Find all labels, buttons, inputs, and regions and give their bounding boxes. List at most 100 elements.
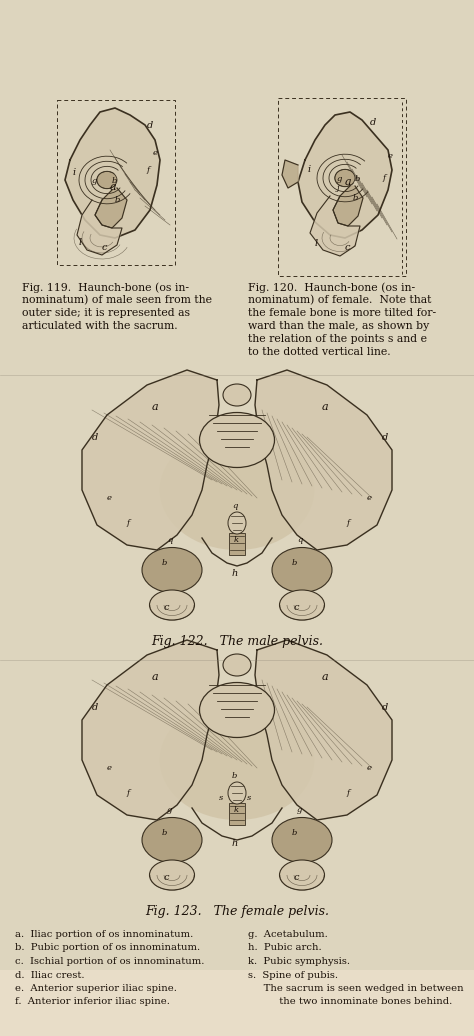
Text: f: f [127, 519, 130, 527]
Text: c: c [164, 873, 170, 882]
Ellipse shape [97, 172, 117, 189]
Text: d: d [370, 118, 376, 127]
Text: Fig. 119.  Haunch-bone (os in-: Fig. 119. Haunch-bone (os in- [22, 282, 189, 292]
Text: s: s [247, 794, 251, 802]
Text: s: s [219, 794, 223, 802]
Text: e: e [107, 764, 112, 772]
Polygon shape [333, 186, 363, 226]
Text: h: h [232, 569, 238, 578]
Text: q: q [232, 502, 237, 510]
Bar [0, 0, 474, 375]
Text: d: d [92, 433, 98, 442]
Ellipse shape [272, 817, 332, 863]
Text: b: b [162, 829, 167, 837]
Ellipse shape [272, 547, 332, 593]
Ellipse shape [142, 817, 202, 863]
Text: d: d [147, 121, 153, 130]
Text: c: c [164, 603, 170, 612]
Text: j: j [337, 184, 340, 192]
Text: g: g [167, 806, 173, 814]
Ellipse shape [335, 170, 355, 186]
Ellipse shape [223, 654, 251, 677]
Ellipse shape [280, 589, 325, 620]
Text: a: a [152, 672, 159, 682]
Text: k.  Pubic symphysis.: k. Pubic symphysis. [248, 957, 350, 966]
Text: b: b [353, 194, 358, 202]
Text: q: q [167, 536, 173, 544]
Text: b: b [292, 559, 297, 567]
Text: b.  Pubic portion of os innominatum.: b. Pubic portion of os innominatum. [15, 944, 200, 952]
Text: e: e [153, 149, 158, 157]
Text: q: q [297, 536, 302, 544]
Text: c: c [294, 873, 300, 882]
Polygon shape [82, 640, 219, 821]
Text: outer side; it is represented as: outer side; it is represented as [22, 308, 190, 318]
Text: g: g [337, 175, 342, 183]
Text: a: a [152, 402, 159, 412]
Ellipse shape [228, 512, 246, 534]
Text: g: g [92, 177, 97, 185]
Text: e: e [388, 152, 393, 160]
Text: f: f [127, 789, 130, 797]
Text: g.  Acetabulum.: g. Acetabulum. [248, 930, 328, 939]
Polygon shape [95, 188, 127, 228]
Polygon shape [298, 112, 392, 238]
Text: the relation of the points s and e: the relation of the points s and e [248, 334, 427, 344]
Text: a: a [110, 182, 117, 192]
Text: the female bone is more tilted for-: the female bone is more tilted for- [248, 308, 436, 318]
Text: d: d [92, 703, 98, 712]
Ellipse shape [200, 683, 274, 738]
Polygon shape [255, 370, 392, 550]
Text: to the dotted vertical line.: to the dotted vertical line. [248, 347, 391, 357]
Text: d: d [382, 433, 388, 442]
Bar [229, 533, 245, 555]
Text: b: b [112, 177, 118, 185]
Text: articulated with the sacrum.: articulated with the sacrum. [22, 321, 178, 330]
Ellipse shape [142, 547, 202, 593]
Text: b: b [292, 829, 297, 837]
Text: l: l [315, 239, 318, 248]
Text: nominatum) of male seen from the: nominatum) of male seen from the [22, 295, 212, 306]
Text: c: c [345, 243, 350, 252]
Text: Fig. 120.  Haunch-bone (os in-: Fig. 120. Haunch-bone (os in- [248, 282, 415, 292]
Text: The sacrum is seen wedged in between: The sacrum is seen wedged in between [248, 984, 464, 992]
Text: Fig. 123.   The female pelvis.: Fig. 123. The female pelvis. [145, 905, 329, 918]
Text: k: k [234, 806, 239, 814]
Ellipse shape [159, 700, 315, 821]
Text: c: c [294, 603, 300, 612]
Text: k: k [234, 536, 239, 544]
Text: c.  Ischial portion of os innominatum.: c. Ischial portion of os innominatum. [15, 957, 204, 966]
Text: a: a [322, 672, 328, 682]
Text: b: b [115, 196, 120, 204]
Text: f.  Anterior inferior iliac spine.: f. Anterior inferior iliac spine. [15, 998, 170, 1007]
Ellipse shape [228, 782, 246, 804]
Text: b: b [355, 175, 360, 183]
Ellipse shape [200, 412, 274, 467]
Polygon shape [255, 640, 392, 821]
Polygon shape [282, 160, 298, 188]
Bar [229, 803, 245, 825]
Ellipse shape [223, 384, 251, 406]
Text: f: f [383, 174, 386, 182]
Text: b: b [162, 559, 167, 567]
Text: a: a [345, 177, 352, 188]
Text: ward than the male, as shown by: ward than the male, as shown by [248, 321, 429, 330]
Text: f: f [347, 519, 350, 527]
Text: e.  Anterior superior iliac spine.: e. Anterior superior iliac spine. [15, 984, 177, 992]
Text: e: e [367, 764, 372, 772]
Text: nominatum) of female.  Note that: nominatum) of female. Note that [248, 295, 431, 306]
Text: d.  Iliac crest.: d. Iliac crest. [15, 971, 84, 979]
Ellipse shape [149, 589, 194, 620]
Text: the two innominate bones behind.: the two innominate bones behind. [248, 998, 452, 1007]
Bar [0, 375, 474, 660]
Polygon shape [310, 196, 360, 256]
Polygon shape [82, 370, 219, 550]
Text: h: h [232, 839, 238, 848]
Text: s.  Spine of pubis.: s. Spine of pubis. [248, 971, 338, 979]
Ellipse shape [159, 430, 315, 550]
Ellipse shape [280, 860, 325, 890]
Text: f: f [147, 166, 150, 174]
Polygon shape [65, 108, 160, 238]
Text: a: a [322, 402, 328, 412]
Text: c: c [102, 243, 108, 252]
